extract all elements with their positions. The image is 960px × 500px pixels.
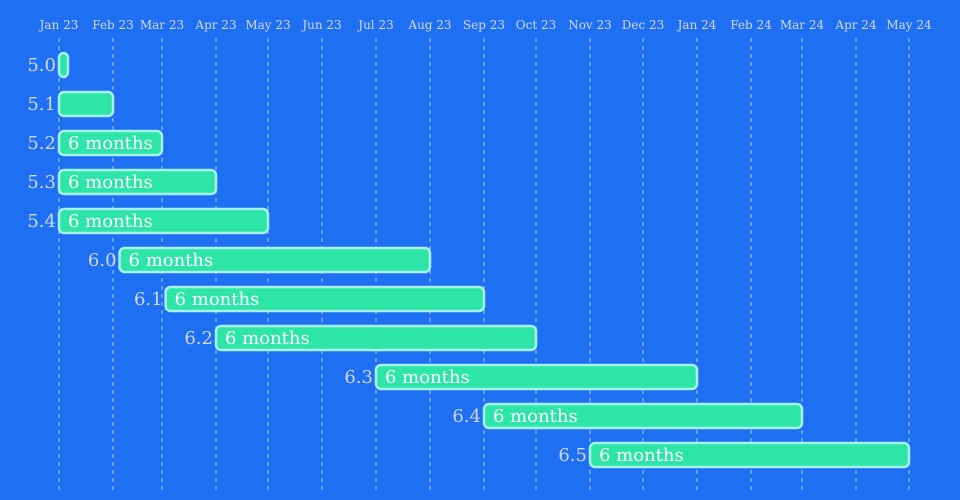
x-tick-label: Mar 24	[780, 18, 825, 32]
x-tick-label: May 24	[886, 18, 932, 32]
bar-duration-label: 6 months	[68, 172, 153, 193]
gantt-bar	[588, 441, 911, 469]
row-label: 6.1	[134, 289, 163, 310]
gantt-bar	[57, 129, 164, 157]
row-label: 6.4	[452, 406, 481, 427]
gantt-bar	[57, 168, 218, 196]
x-tick-label: Jun 23	[300, 18, 341, 32]
x-tick-label: May 23	[245, 18, 290, 32]
x-tick-label: Feb 24	[730, 18, 772, 32]
bar-duration-label: 6 months	[175, 289, 260, 310]
row-label: 5.4	[27, 211, 56, 232]
x-tick-label: Mar 23	[140, 18, 184, 32]
x-tick-label: Jan 24	[676, 18, 717, 32]
gantt-bar	[57, 90, 115, 118]
bar-duration-label: 6 months	[225, 328, 310, 349]
x-tick-label: Dec 23	[622, 18, 665, 32]
x-tick-label: Nov 23	[568, 18, 612, 32]
x-tick-label: Jul 23	[356, 18, 393, 32]
bar-duration-label: 6 months	[129, 250, 214, 271]
row-label: 6.3	[344, 367, 373, 388]
gantt-bar	[57, 207, 270, 235]
row-label: 5.2	[27, 133, 56, 154]
row-label: 6.2	[184, 328, 213, 349]
bar-duration-label: 6 months	[493, 406, 578, 427]
gantt-bar	[482, 402, 804, 430]
gantt-bar	[164, 285, 486, 313]
bar-duration-label: 6 months	[68, 133, 153, 154]
bar-duration-label: 6 months	[599, 445, 684, 466]
x-tick-label: Aug 23	[407, 18, 451, 32]
x-tick-label: Feb 23	[92, 18, 134, 32]
x-tick-label: Oct 23	[516, 18, 556, 32]
gantt-bar	[214, 324, 538, 352]
bar-duration-label: 6 months	[68, 211, 153, 232]
row-label: 6.5	[558, 445, 587, 466]
gantt-bar	[57, 51, 70, 79]
gantt-bar	[374, 363, 699, 391]
gantt-bar	[118, 246, 432, 274]
row-label: 5.1	[27, 94, 56, 115]
bar-duration-label: 6 months	[385, 367, 470, 388]
x-tick-label: Jan 23	[38, 18, 79, 32]
row-label: 6.0	[88, 250, 117, 271]
row-label: 5.0	[27, 55, 56, 76]
x-tick-label: Apr 23	[194, 18, 236, 32]
x-tick-label: Sep 23	[463, 18, 505, 32]
x-tick-label: Apr 24	[834, 18, 877, 32]
row-label: 5.3	[27, 172, 56, 193]
